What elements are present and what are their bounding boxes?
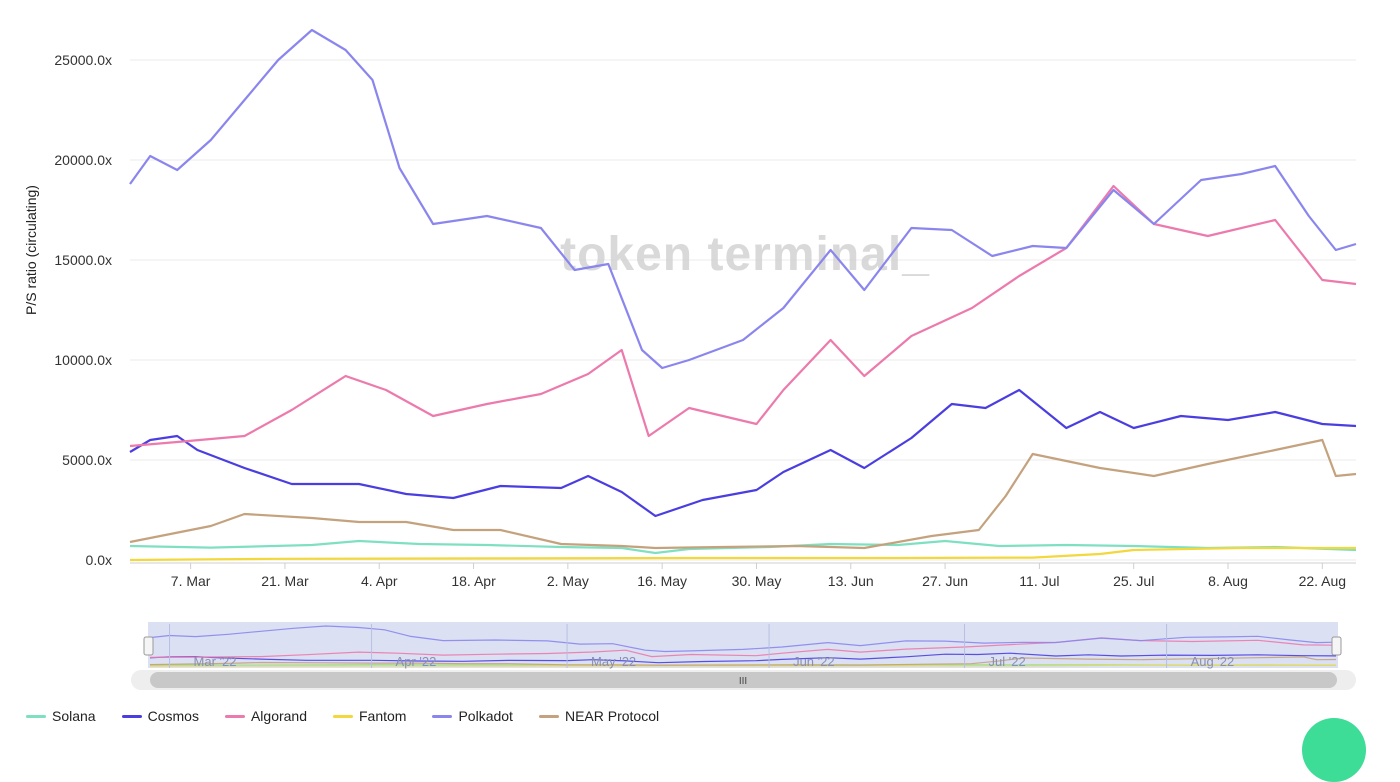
y-axis-label: P/S ratio (circulating) xyxy=(23,185,39,315)
legend-swatch xyxy=(432,714,453,718)
navigator-month-label: May '22 xyxy=(591,654,636,669)
navigator-scrollbar-thumb[interactable] xyxy=(150,672,1337,688)
legend-label: NEAR Protocol xyxy=(564,708,660,724)
watermark: token terminal_ xyxy=(560,228,930,281)
chat-button[interactable] xyxy=(1302,718,1366,782)
x-tick-label: 13. Jun xyxy=(828,573,874,589)
grid-lines xyxy=(130,59,1356,561)
series-line-fantom[interactable] xyxy=(129,546,1356,562)
legend-swatch xyxy=(121,714,142,718)
legend-item-polkadot[interactable]: Polkadot xyxy=(432,708,513,724)
legend-label: Algorand xyxy=(250,708,307,724)
x-tick-label: 11. Jul xyxy=(1019,573,1059,589)
x-tick-label: 21. Mar xyxy=(261,573,309,589)
y-tick-label: 10000.0x xyxy=(54,352,112,368)
navigator-month-label: Jul '22 xyxy=(989,654,1026,669)
navigator-line-fantom xyxy=(149,664,1336,667)
legend-swatch xyxy=(538,714,559,718)
y-tick-label: 25000.0x xyxy=(54,52,112,68)
legend-item-near-protocol[interactable]: NEAR Protocol xyxy=(538,708,660,724)
navigator[interactable]: Mar '22 Apr '22 May '22 Jun '22 Jul '22 Aug '… xyxy=(131,622,1356,690)
legend-item-fantom[interactable]: Fantom xyxy=(333,708,406,724)
legend-label: Solana xyxy=(52,708,96,724)
navigator-handle-left[interactable] xyxy=(143,636,154,656)
navigator-line-polkadot xyxy=(149,625,1337,653)
x-tick-label: 8. Aug xyxy=(1208,573,1248,589)
series-line-cosmos[interactable] xyxy=(129,388,1357,518)
y-tick-label: 15000.0x xyxy=(54,252,112,268)
legend-label: Cosmos xyxy=(147,708,199,724)
legend: Solana Cosmos Algorand Fantom Polkadot NEAR P… xyxy=(26,708,659,724)
y-axis: 0.0x 5000.0x 10000.0x 15000.0x 20000.0x 25000… xyxy=(54,52,112,568)
x-tick-label: 25. Jul xyxy=(1113,573,1154,589)
legend-item-solana[interactable]: Solana xyxy=(26,708,96,724)
series-line-polkadot[interactable] xyxy=(129,28,1357,370)
legend-item-algorand[interactable]: Algorand xyxy=(224,708,307,724)
legend-label: Polkadot xyxy=(458,708,513,724)
x-tick-label: 16. May xyxy=(637,573,687,589)
x-tick-label: 22. Aug xyxy=(1299,573,1347,589)
legend-label: Fantom xyxy=(359,708,407,724)
legend-swatch xyxy=(224,714,245,718)
navigator-line-cosmos xyxy=(149,652,1337,664)
navigator-handle-right[interactable] xyxy=(1331,636,1342,656)
navigator-month-label: Aug '22 xyxy=(1191,654,1235,669)
navigator-labels: Mar '22 Apr '22 May '22 Jun '22 Jul '22 Aug '… xyxy=(169,624,1235,669)
x-tick-label: 30. May xyxy=(732,573,782,589)
legend-item-cosmos[interactable]: Cosmos xyxy=(121,708,199,724)
navigator-month-label: Mar '22 xyxy=(194,654,237,669)
navigator-month-label: Apr '22 xyxy=(396,654,437,669)
y-tick-label: 0.0x xyxy=(86,552,112,568)
x-tick-label: 27. Jun xyxy=(922,573,968,589)
y-tick-label: 5000.0x xyxy=(62,452,112,468)
x-tick-label: 18. Apr xyxy=(451,573,496,589)
legend-swatch xyxy=(26,714,46,718)
navigator-month-label: Jun '22 xyxy=(793,654,835,669)
series-line-algorand[interactable] xyxy=(129,184,1357,448)
x-axis: 7. Mar 21. Mar 4. Apr 18. Apr 2. May 16. May 3… xyxy=(130,562,1356,589)
navigator-scrollbar-grip: III xyxy=(739,676,747,687)
x-tick-label: 4. Apr xyxy=(361,573,398,589)
series-line-near-protocol[interactable] xyxy=(129,438,1357,550)
chart-svg: token terminal_ 0.0x 5000.0x 10000.0x 15000… xyxy=(23,28,1357,690)
legend-swatch xyxy=(333,714,353,718)
y-tick-label: 20000.0x xyxy=(54,152,112,168)
series-group xyxy=(129,28,1357,562)
x-tick-label: 7. Mar xyxy=(171,573,211,589)
x-tick-label: 2. May xyxy=(547,573,589,589)
